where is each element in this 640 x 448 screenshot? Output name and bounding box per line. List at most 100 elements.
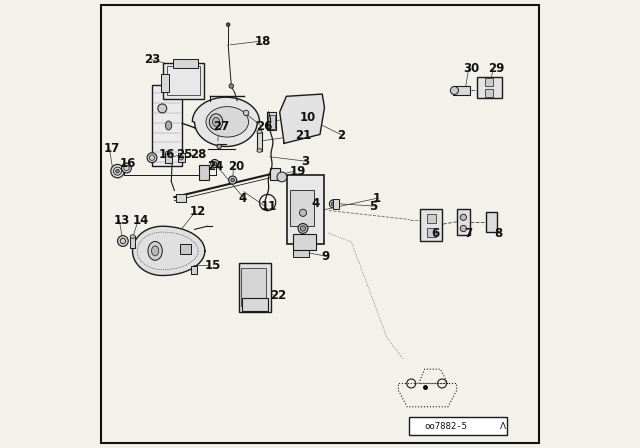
Bar: [290, 190, 314, 226]
Text: 28: 28: [190, 148, 207, 161]
Text: 11: 11: [261, 200, 277, 214]
Text: oo7882-5: oo7882-5: [424, 422, 467, 431]
Text: 6: 6: [431, 227, 439, 241]
Bar: [152, 85, 182, 166]
Ellipse shape: [460, 225, 467, 232]
Text: Λ: Λ: [500, 422, 506, 431]
Bar: [191, 266, 197, 274]
Ellipse shape: [111, 164, 124, 178]
Ellipse shape: [460, 214, 467, 220]
Text: 12: 12: [190, 205, 206, 218]
Text: 18: 18: [255, 34, 271, 48]
Bar: [409, 417, 508, 435]
Text: 16: 16: [119, 157, 136, 170]
Ellipse shape: [179, 155, 184, 160]
Text: 4: 4: [311, 197, 319, 211]
Ellipse shape: [257, 149, 262, 152]
Bar: [270, 168, 280, 180]
Text: 5: 5: [369, 199, 378, 213]
Bar: [293, 234, 316, 250]
Bar: [239, 263, 271, 312]
Ellipse shape: [118, 236, 128, 246]
Ellipse shape: [217, 144, 221, 149]
Bar: [477, 77, 502, 98]
Text: 29: 29: [488, 61, 504, 75]
Text: 26: 26: [257, 120, 273, 133]
Bar: [163, 63, 204, 99]
Ellipse shape: [231, 178, 234, 182]
Ellipse shape: [147, 153, 157, 163]
Bar: [269, 115, 275, 129]
Bar: [452, 86, 470, 95]
Ellipse shape: [158, 104, 167, 113]
Bar: [287, 175, 324, 245]
Text: 25: 25: [176, 148, 192, 161]
Bar: [485, 89, 493, 97]
Text: 7: 7: [464, 227, 472, 241]
Text: 2: 2: [337, 129, 345, 142]
Bar: [177, 153, 185, 162]
Bar: [166, 66, 200, 95]
Text: 19: 19: [289, 164, 306, 178]
Text: 21: 21: [296, 129, 312, 142]
Ellipse shape: [206, 107, 248, 137]
Ellipse shape: [166, 121, 172, 130]
Ellipse shape: [227, 23, 230, 26]
Text: 10: 10: [300, 111, 316, 124]
Text: 4: 4: [239, 191, 246, 205]
Bar: [131, 237, 135, 247]
Bar: [333, 199, 339, 209]
Ellipse shape: [257, 130, 262, 134]
Bar: [161, 74, 170, 92]
Bar: [427, 228, 436, 237]
Bar: [257, 132, 262, 151]
Ellipse shape: [300, 209, 307, 216]
Text: 24: 24: [207, 160, 223, 173]
Text: 23: 23: [145, 52, 161, 66]
Text: 3: 3: [301, 155, 309, 168]
Ellipse shape: [152, 246, 159, 256]
Bar: [457, 209, 470, 235]
Bar: [165, 153, 172, 163]
Ellipse shape: [228, 176, 237, 184]
Text: 9: 9: [321, 250, 329, 263]
Ellipse shape: [243, 110, 249, 116]
Ellipse shape: [211, 159, 219, 168]
Text: 8: 8: [495, 227, 503, 241]
Ellipse shape: [116, 169, 119, 173]
Text: 27: 27: [213, 120, 230, 133]
Text: 1: 1: [373, 191, 381, 205]
Text: 22: 22: [270, 289, 286, 302]
Text: 13: 13: [114, 214, 130, 227]
Bar: [486, 212, 497, 232]
Bar: [241, 267, 266, 306]
Ellipse shape: [332, 202, 335, 206]
Text: 15: 15: [204, 258, 221, 272]
Text: 30: 30: [463, 61, 479, 75]
Polygon shape: [193, 97, 260, 146]
Bar: [427, 214, 436, 223]
Ellipse shape: [212, 117, 220, 126]
Bar: [176, 194, 186, 202]
Bar: [180, 244, 191, 254]
Ellipse shape: [212, 161, 217, 166]
Text: 20: 20: [228, 160, 244, 173]
Bar: [485, 78, 493, 86]
Text: 14: 14: [132, 214, 149, 227]
Bar: [293, 247, 309, 257]
Bar: [241, 298, 269, 311]
Ellipse shape: [298, 224, 308, 233]
Ellipse shape: [130, 235, 136, 238]
Ellipse shape: [122, 163, 131, 173]
Polygon shape: [132, 226, 205, 276]
Ellipse shape: [229, 84, 234, 88]
Ellipse shape: [209, 114, 223, 130]
Ellipse shape: [451, 86, 458, 95]
Ellipse shape: [166, 151, 172, 155]
Ellipse shape: [300, 226, 306, 231]
Bar: [200, 165, 209, 180]
Polygon shape: [280, 94, 324, 143]
Text: 17: 17: [104, 142, 120, 155]
Ellipse shape: [330, 200, 337, 208]
Bar: [173, 59, 198, 68]
